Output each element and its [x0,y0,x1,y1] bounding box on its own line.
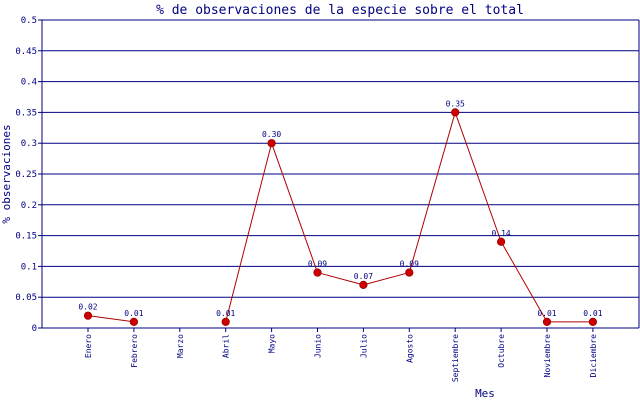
series-line-segment [408,112,456,273]
x-tick-label: Marzo [176,334,185,358]
data-label: 0.35 [446,99,465,108]
data-label: 0.01 [537,309,556,318]
data-point [405,268,414,277]
data-label: 0.01 [216,309,235,318]
data-label: 0.09 [400,260,419,269]
data-labels: 0.02 0.01 0.01 0.30 0.09 0.07 0.09 0.35 0.14 0.01… [78,99,602,317]
data-label: 0.01 [124,309,143,318]
data-point [588,317,598,326]
y-tick-label: 0.3 [21,139,37,149]
series-line-segment [225,143,273,322]
x-axis-label: Mes [475,387,495,400]
series-line-segment [87,315,134,323]
y-tick-labels: 0 0.05 0.1 0.15 0.2 0.25 0.3 0.35 0.4 0.45 0.5 [15,16,37,334]
y-tick-label: 0.15 [15,232,37,242]
axes [38,19,640,332]
data-label: 0.30 [262,130,281,139]
data-point [313,268,322,277]
y-tick-label: 0.4 [21,78,37,88]
x-tick-label: Abril [222,334,231,358]
data-point [497,237,506,246]
data-point [221,317,230,326]
chart-title: % de observaciones de la especie sobre e… [156,3,524,18]
x-tick-label: Julio [359,334,368,358]
grid-lines [42,19,639,329]
data-label: 0.09 [308,260,327,269]
data-label: 0.01 [583,309,602,318]
x-tick-label: Mayo [268,334,277,353]
x-tick-label: Enero [84,334,93,358]
data-point [267,139,276,148]
y-tick-label: 0 [32,324,37,334]
y-tick-label: 0.45 [15,47,37,57]
y-tick-label: 0.1 [21,262,37,272]
x-tick-label: Noviembre [543,334,552,378]
data-label: 0.14 [491,229,510,238]
y-tick-label: 0.2 [21,201,37,211]
x-tick-label: Octubre [497,334,506,368]
x-tick-labels: Enero Febrero Marzo Abril Mayo Junio Julio Agos… [84,334,598,382]
x-tick-label: Diciembre [589,334,598,378]
y-tick-label: 0.5 [21,16,37,26]
data-label: 0.02 [78,303,97,312]
series-line-segment [454,112,502,242]
data-point [542,317,552,326]
y-axis-label: % observaciones [0,124,13,223]
data-point [359,280,368,289]
y-tick-label: 0.35 [15,108,37,118]
data-point [451,108,460,117]
x-tick-label: Febrero [130,334,139,368]
data-point [83,311,93,320]
series-line-segment [271,143,318,273]
series-line-segment [363,272,410,286]
series-line-segment [317,272,364,286]
x-tick-label: Septiembre [451,334,460,382]
y-tick-label: 0.25 [15,170,37,180]
series-group [83,108,598,326]
x-tick-label: Agosto [405,334,414,363]
series-line-segment [500,241,548,323]
data-point [129,317,138,326]
data-label: 0.07 [354,272,373,281]
y-tick-label: 0.05 [15,293,37,303]
x-tick-label: Junio [314,334,323,358]
